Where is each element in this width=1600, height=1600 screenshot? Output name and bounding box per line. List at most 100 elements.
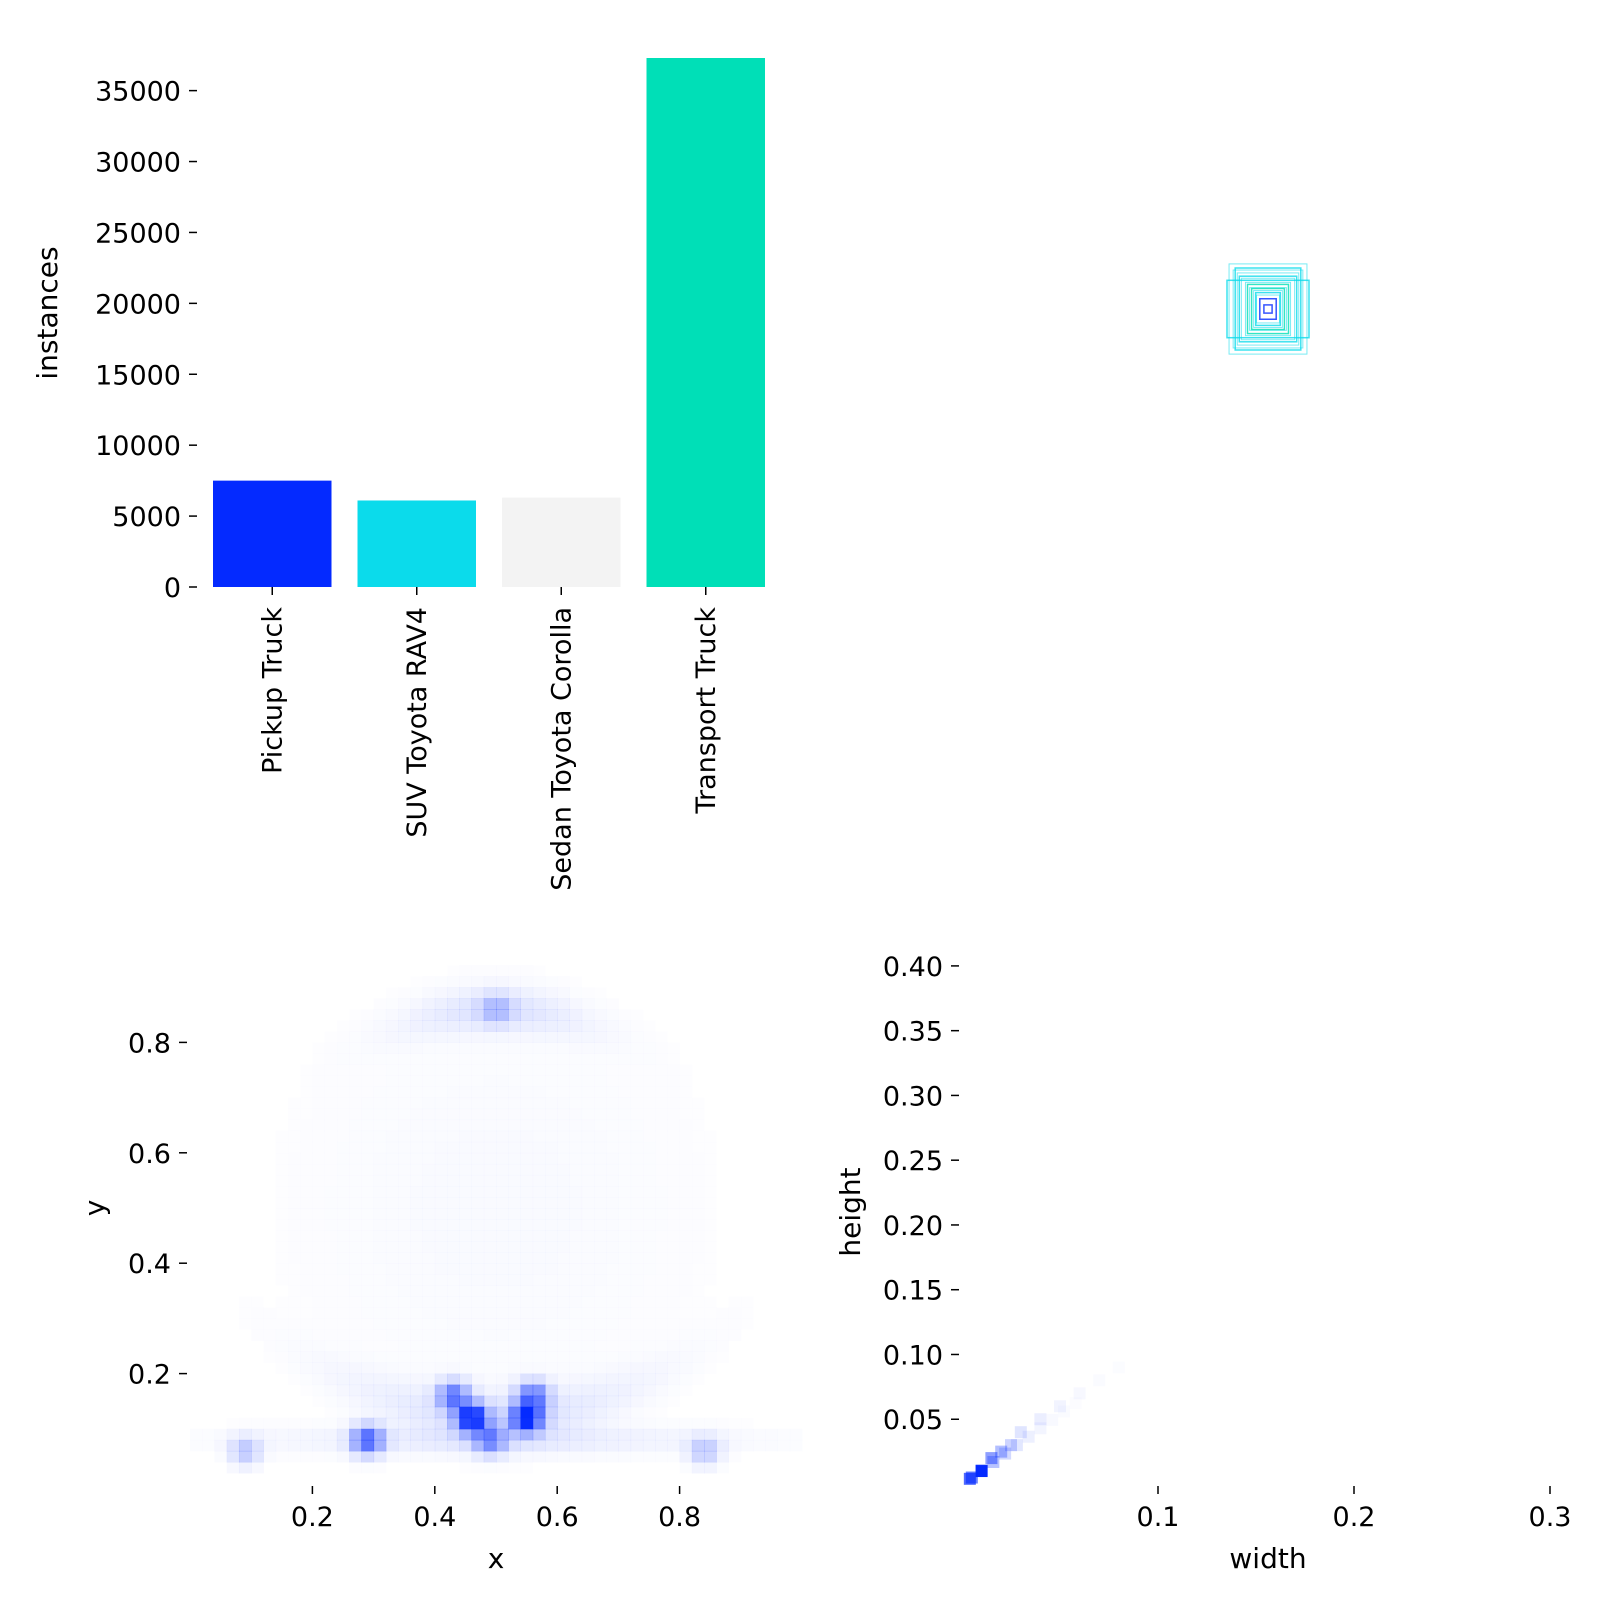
heatmap-cell <box>398 1373 411 1386</box>
heatmap-cell <box>238 1428 252 1441</box>
heatmap-cell <box>398 1329 411 1341</box>
heatmap-cell <box>471 1384 485 1397</box>
heatmap-cell <box>496 1450 509 1463</box>
heatmap-cell <box>349 1098 362 1110</box>
heatmap-cell <box>422 1031 436 1043</box>
heatmap-cell <box>434 1020 448 1032</box>
heatmap-cell <box>496 1285 509 1297</box>
heatmap-cell <box>435 1263 448 1275</box>
heatmap-cell <box>386 1263 399 1275</box>
heatmap-cell <box>692 1153 705 1165</box>
heatmap-cell <box>423 1098 436 1110</box>
heatmap-cell <box>496 1296 509 1308</box>
heatmap-cell <box>312 1307 325 1319</box>
heatmap-cell <box>300 1241 313 1253</box>
heatmap-cell <box>447 1131 460 1143</box>
heatmap-cell <box>459 1175 472 1187</box>
heatmap-cell <box>447 1031 460 1043</box>
heatmap-cell <box>557 1318 570 1330</box>
heatmap-cell <box>643 1318 656 1330</box>
heatmap-cell <box>655 1374 668 1386</box>
heatmap-cell <box>472 1175 485 1187</box>
heatmap-cell <box>300 1142 313 1154</box>
heatmap-cell <box>288 1120 301 1132</box>
heatmap-cell <box>594 1307 607 1319</box>
heatmap-cell <box>667 1098 680 1110</box>
heatmap-cell <box>631 1197 644 1209</box>
heatmap-cell <box>643 1352 656 1364</box>
heatmap-cell <box>423 1219 436 1231</box>
heatmap-cell <box>520 1384 534 1397</box>
heatmap-cell <box>349 1186 362 1198</box>
heatmap-cell <box>508 1285 521 1297</box>
heatmap-cell <box>569 1164 582 1176</box>
heatmap-cell <box>631 1208 644 1220</box>
heatmap-cell <box>655 1385 668 1397</box>
heatmap-cell <box>606 1175 619 1187</box>
heatmap-cell <box>385 1406 399 1419</box>
heatmap-cell <box>251 1428 264 1441</box>
heatmap-cell <box>520 1462 533 1474</box>
heatmap-cell <box>251 1439 264 1452</box>
heatmap-cell <box>593 1439 607 1452</box>
heatmap-cell <box>667 1087 680 1099</box>
heatmap-cell <box>484 1318 497 1330</box>
heatmap-cell <box>325 1418 338 1430</box>
heatmap-cell <box>410 1153 423 1165</box>
heatmap-cell <box>325 1385 338 1397</box>
heatmap-cell <box>533 1120 546 1132</box>
heatmap-cell <box>484 1175 497 1187</box>
heatmap-cell <box>520 1087 533 1099</box>
heatmap-cell <box>606 1363 619 1375</box>
heatmap-cell <box>581 1020 595 1032</box>
heatmap-cell <box>520 1352 533 1364</box>
heatmap-cell <box>288 1374 301 1386</box>
heatmap-cell <box>631 1219 644 1231</box>
heatmap-cell <box>618 1042 631 1054</box>
heatmap-cell <box>386 1241 399 1253</box>
heatmap-cell <box>227 1418 240 1430</box>
heatmap-cell <box>680 1164 693 1176</box>
heatmap-cell <box>374 1329 387 1341</box>
heatmap-cell <box>606 1186 619 1198</box>
heatmap-cell <box>325 1208 338 1220</box>
heatmap-cell <box>1074 1387 1086 1399</box>
heatmap-cell <box>594 1098 607 1110</box>
heatmap-cell <box>410 1285 423 1297</box>
heatmap-cell <box>582 1076 595 1088</box>
heatmap-cell <box>594 1263 607 1275</box>
heatmap-cell <box>545 1053 558 1065</box>
heatmap-cell <box>325 1252 338 1264</box>
heatmap-cell <box>533 1363 546 1375</box>
heatmap-cell <box>716 1428 730 1441</box>
heatmap-cell <box>618 1208 631 1220</box>
heatmap-cell <box>385 1395 399 1408</box>
heatmap-cell <box>447 1186 460 1198</box>
heatmap-cell <box>569 1329 582 1341</box>
heatmap-cell <box>496 987 509 999</box>
heatmap-cell <box>459 1153 472 1165</box>
heatmap-cell <box>325 1363 338 1375</box>
heatmap-cell <box>680 1363 693 1375</box>
heatmap-cell <box>594 1009 607 1021</box>
heatmap-cell <box>704 1219 717 1231</box>
heatmap-cell <box>398 1053 411 1065</box>
heatmap-cell <box>545 1307 558 1319</box>
heatmap-cell <box>483 1439 497 1452</box>
heatmap-cell <box>692 1363 705 1375</box>
heatmap-cell <box>569 1252 582 1264</box>
heatmap-cell <box>765 1440 778 1452</box>
heatmap-cell <box>374 1274 387 1286</box>
heatmap-cell <box>349 1109 362 1121</box>
heatmap-cell <box>423 1263 436 1275</box>
heatmap-cell <box>569 1384 583 1397</box>
heatmap-cell <box>692 1340 705 1352</box>
heatmap-cell <box>582 1219 595 1231</box>
heatmap-cell <box>545 1451 558 1463</box>
heatmap-cell <box>581 1439 595 1452</box>
heatmap-cell <box>300 1153 313 1165</box>
heatmap-cell <box>410 1230 423 1242</box>
heatmap-cell <box>496 998 509 1010</box>
heatmap-cell <box>667 1385 680 1397</box>
heatmap-cell <box>496 1230 509 1242</box>
